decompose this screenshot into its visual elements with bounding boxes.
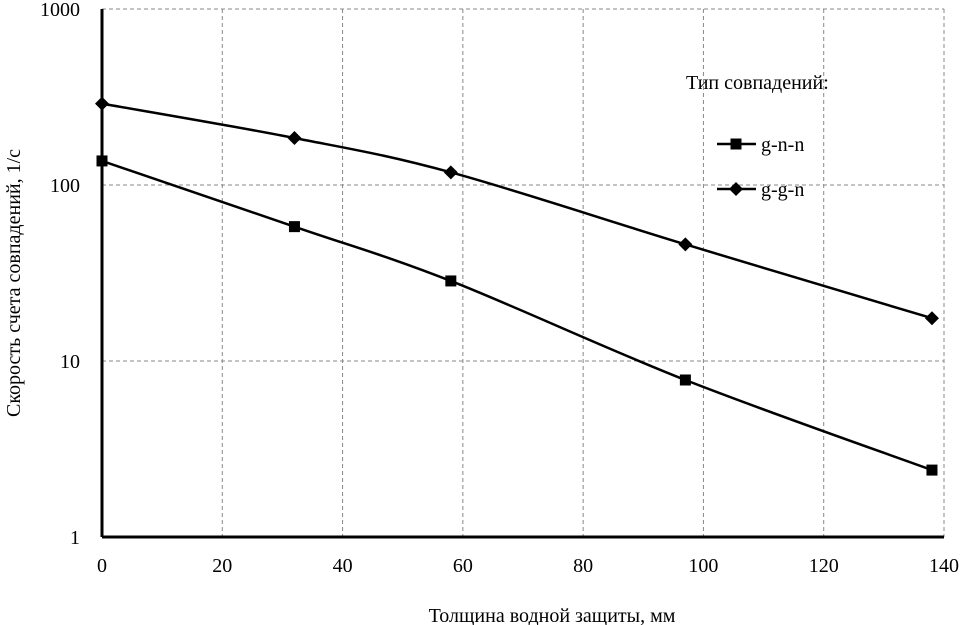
data-point-g-n-n: [445, 275, 457, 287]
data-point-g-n-n: [926, 464, 938, 476]
data-point-g-g-n: [924, 311, 939, 326]
data-point-g-n-n: [288, 221, 300, 233]
x-axis-title: Толщина водной защиты, мм: [429, 605, 676, 625]
legend-marker-g-g-n: [729, 182, 743, 196]
y-tick-label: 10: [60, 351, 80, 373]
data-point-g-g-n: [678, 237, 693, 252]
legend-label-g-g-n: g-g-n: [761, 179, 804, 201]
x-tick-label: 120: [809, 555, 839, 577]
x-tick-label: 60: [453, 555, 473, 577]
data-point-g-g-n: [443, 165, 458, 180]
legend: Тип совпадений: g-n-n g-g-n: [686, 72, 829, 201]
y-axis-title: Скорость счета совпадений, 1/с: [3, 149, 25, 417]
data-point-g-n-n: [679, 374, 691, 386]
x-tick-label: 80: [573, 555, 593, 577]
y-tick-label: 1000: [40, 0, 80, 21]
tick-labels: 0 20 40 60 80 100 120 140 1 10 100 1000: [40, 0, 959, 577]
legend-label-g-n-n: g-n-n: [761, 134, 804, 156]
y-tick-label: 100: [50, 175, 80, 197]
series-line-g-n-n: [101, 159, 933, 472]
series-line-g-g-n: [101, 102, 933, 320]
data-point-g-g-n: [95, 96, 109, 111]
x-tick-label: 0: [97, 555, 107, 577]
legend-title: Тип совпадений:: [686, 72, 829, 94]
x-tick-label: 40: [333, 555, 353, 577]
x-tick-label: 20: [212, 555, 232, 577]
x-tick-label: 140: [929, 555, 959, 577]
x-tick-label: 100: [688, 555, 718, 577]
grid: [102, 8, 945, 537]
y-tick-label: 1: [70, 527, 80, 549]
data-point-g-n-n: [96, 155, 108, 167]
series-group: [95, 96, 939, 476]
data-point-g-g-n: [287, 130, 302, 145]
legend-marker-g-n-n: [730, 138, 742, 150]
